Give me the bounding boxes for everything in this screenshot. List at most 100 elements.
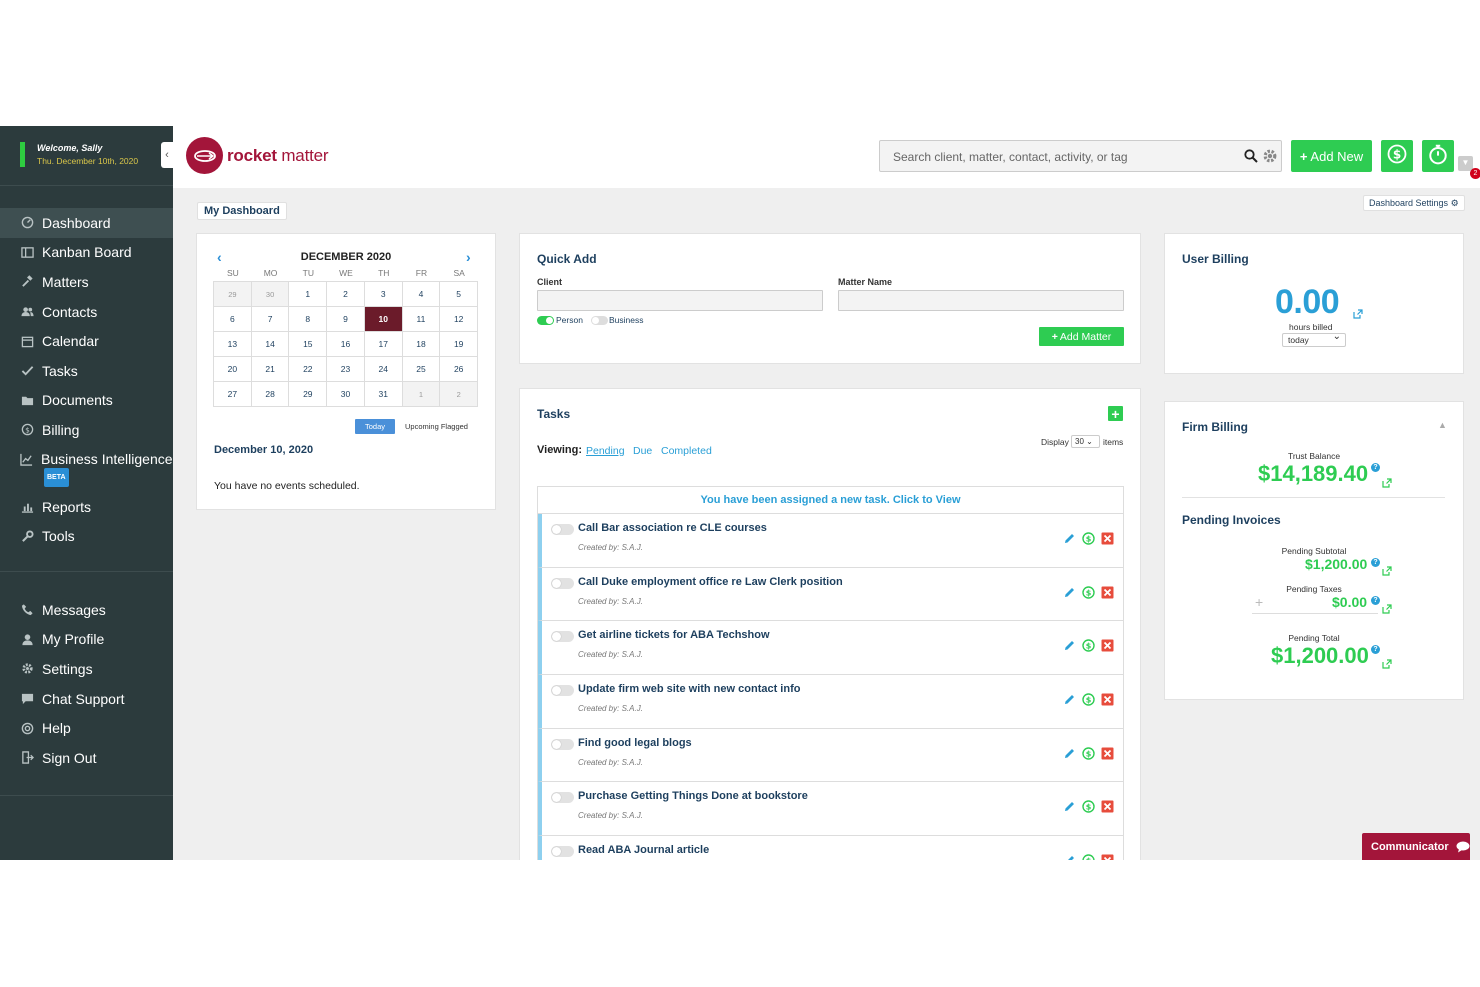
search-settings-gear-icon[interactable] bbox=[1262, 148, 1278, 164]
calendar-day[interactable]: 1 bbox=[288, 281, 328, 307]
edit-pencil-icon[interactable] bbox=[1063, 747, 1076, 760]
task-title[interactable]: Update firm web site with new contact in… bbox=[578, 683, 801, 696]
calendar-day[interactable]: 20 bbox=[213, 356, 252, 382]
calendar-day[interactable]: 11 bbox=[401, 306, 441, 332]
nav-calendar[interactable]: Calendar bbox=[0, 326, 173, 356]
calendar-day[interactable]: 24 bbox=[363, 356, 403, 382]
edit-pencil-icon[interactable] bbox=[1063, 693, 1076, 706]
nav-billing[interactable]: $ Billing bbox=[0, 415, 173, 445]
nav-help[interactable]: Help bbox=[0, 713, 173, 743]
calendar-day-today[interactable]: 10 bbox=[363, 306, 403, 332]
calendar-day[interactable]: 15 bbox=[288, 331, 328, 357]
nav-contacts[interactable]: Contacts bbox=[0, 297, 173, 327]
nav-tools[interactable]: Tools bbox=[0, 521, 173, 551]
add-new-button[interactable]: + Add New bbox=[1291, 140, 1372, 172]
business-toggle[interactable] bbox=[591, 316, 608, 325]
edit-pencil-icon[interactable] bbox=[1063, 854, 1076, 860]
nav-kanban-board[interactable]: Kanban Board bbox=[0, 238, 173, 268]
task-title[interactable]: Purchase Getting Things Done at bookstor… bbox=[578, 790, 808, 803]
calendar-day[interactable]: 19 bbox=[439, 331, 479, 357]
billing-quick-button[interactable]: $ bbox=[1381, 140, 1413, 172]
nav-tasks[interactable]: Tasks bbox=[0, 356, 173, 386]
calendar-day[interactable]: 1 bbox=[401, 381, 441, 407]
task-title[interactable]: Call Duke employment office re Law Clerk… bbox=[578, 575, 843, 588]
display-count-select[interactable]: 30 ⌄ bbox=[1071, 435, 1100, 448]
calendar-day[interactable]: 29 bbox=[213, 281, 252, 307]
calendar-day[interactable]: 26 bbox=[439, 356, 479, 382]
search-bar[interactable]: Search client, matter, contact, activity… bbox=[879, 140, 1282, 172]
calendar-day[interactable]: 8 bbox=[288, 306, 328, 332]
calendar-day[interactable]: 6 bbox=[213, 306, 252, 332]
bill-dollar-icon[interactable]: $ bbox=[1082, 639, 1095, 653]
calendar-day[interactable]: 2 bbox=[439, 381, 479, 407]
nav-reports[interactable]: Reports bbox=[0, 492, 173, 522]
task-row[interactable]: Call Bar association re CLE courses Crea… bbox=[538, 514, 1123, 568]
calendar-day[interactable]: 31 bbox=[363, 381, 403, 407]
delete-x-icon[interactable] bbox=[1101, 532, 1114, 545]
timer-button[interactable] bbox=[1422, 140, 1454, 172]
calendar-day[interactable]: 4 bbox=[401, 281, 441, 307]
filter-completed[interactable]: Completed bbox=[661, 445, 712, 457]
calendar-day[interactable]: 14 bbox=[250, 331, 290, 357]
bill-dollar-icon[interactable]: $ bbox=[1082, 800, 1095, 814]
nav-chat-support[interactable]: Chat Support bbox=[0, 684, 173, 714]
delete-x-icon[interactable] bbox=[1101, 693, 1114, 706]
calendar-day[interactable]: 13 bbox=[213, 331, 252, 357]
external-link-icon[interactable] bbox=[1382, 475, 1392, 488]
task-title[interactable]: Get airline tickets for ABA Techshow bbox=[578, 629, 770, 642]
external-link-icon[interactable] bbox=[1382, 656, 1392, 669]
search-icon[interactable] bbox=[1244, 149, 1258, 163]
filter-due[interactable]: Due bbox=[633, 445, 653, 457]
nav-my-profile[interactable]: My Profile bbox=[0, 625, 173, 655]
nav-messages[interactable]: Messages bbox=[0, 595, 173, 625]
task-complete-toggle[interactable] bbox=[551, 846, 574, 858]
bill-dollar-icon[interactable]: $ bbox=[1082, 693, 1095, 706]
person-toggle[interactable] bbox=[537, 316, 554, 325]
calendar-day[interactable]: 3 bbox=[363, 281, 403, 307]
new-task-notice[interactable]: You have been assigned a new task. Click… bbox=[538, 487, 1123, 514]
calendar-day[interactable]: 25 bbox=[401, 356, 441, 382]
task-complete-toggle[interactable] bbox=[551, 631, 574, 643]
previous-month-button[interactable]: ‹ bbox=[217, 249, 222, 265]
delete-x-icon[interactable] bbox=[1101, 639, 1114, 652]
edit-pencil-icon[interactable] bbox=[1063, 532, 1076, 545]
dashboard-settings-button[interactable]: Dashboard Settings ⚙ bbox=[1363, 195, 1465, 211]
brand-logo[interactable]: rocket matter bbox=[186, 137, 329, 174]
nav-settings[interactable]: Settings bbox=[0, 654, 173, 684]
billing-period-select[interactable]: today bbox=[1282, 331, 1346, 347]
delete-x-icon[interactable] bbox=[1101, 586, 1114, 599]
task-row[interactable]: Read ABA Journal article $ bbox=[538, 836, 1123, 860]
client-input[interactable] bbox=[537, 290, 823, 311]
calendar-day[interactable]: 9 bbox=[326, 306, 365, 332]
collapse-sidebar-button[interactable]: ‹ bbox=[161, 142, 173, 168]
calendar-day[interactable]: 2 bbox=[326, 281, 365, 307]
help-question-icon[interactable]: ? bbox=[1371, 645, 1380, 654]
task-row[interactable]: Purchase Getting Things Done at bookstor… bbox=[538, 782, 1123, 837]
calendar-day[interactable]: 27 bbox=[213, 381, 252, 407]
nav-matters[interactable]: Matters bbox=[0, 267, 173, 297]
collapse-caret-icon[interactable]: ▲ bbox=[1438, 420, 1447, 430]
bill-dollar-icon[interactable]: $ bbox=[1082, 532, 1095, 545]
next-month-button[interactable]: › bbox=[466, 249, 471, 265]
external-link-icon[interactable] bbox=[1382, 563, 1392, 576]
edit-pencil-icon[interactable] bbox=[1063, 586, 1076, 599]
nav-business-intelligence[interactable]: Business Intelligence BETA bbox=[0, 445, 173, 492]
my-dashboard-tab[interactable]: My Dashboard bbox=[197, 202, 287, 220]
communicator-button[interactable]: Communicator bbox=[1362, 833, 1470, 860]
timer-dropdown-button[interactable]: ▼ bbox=[1458, 156, 1473, 171]
task-row[interactable]: Find good legal blogs Created by: S.A.J.… bbox=[538, 728, 1123, 783]
upcoming-flagged-link[interactable]: Upcoming Flagged bbox=[405, 422, 468, 431]
matter-name-input[interactable] bbox=[838, 290, 1124, 311]
calendar-day[interactable]: 12 bbox=[439, 306, 479, 332]
calendar-day[interactable]: 29 bbox=[288, 381, 328, 407]
delete-x-icon[interactable] bbox=[1101, 800, 1114, 813]
task-title[interactable]: Read ABA Journal article bbox=[578, 844, 710, 857]
calendar-day[interactable]: 7 bbox=[250, 306, 290, 332]
edit-pencil-icon[interactable] bbox=[1063, 800, 1076, 813]
task-title[interactable]: Call Bar association re CLE courses bbox=[578, 522, 767, 534]
nav-documents[interactable]: Documents bbox=[0, 386, 173, 416]
calendar-day[interactable]: 30 bbox=[326, 381, 365, 407]
task-complete-toggle[interactable] bbox=[551, 577, 574, 589]
filter-pending[interactable]: Pending bbox=[586, 445, 625, 457]
task-complete-toggle[interactable] bbox=[551, 792, 574, 804]
